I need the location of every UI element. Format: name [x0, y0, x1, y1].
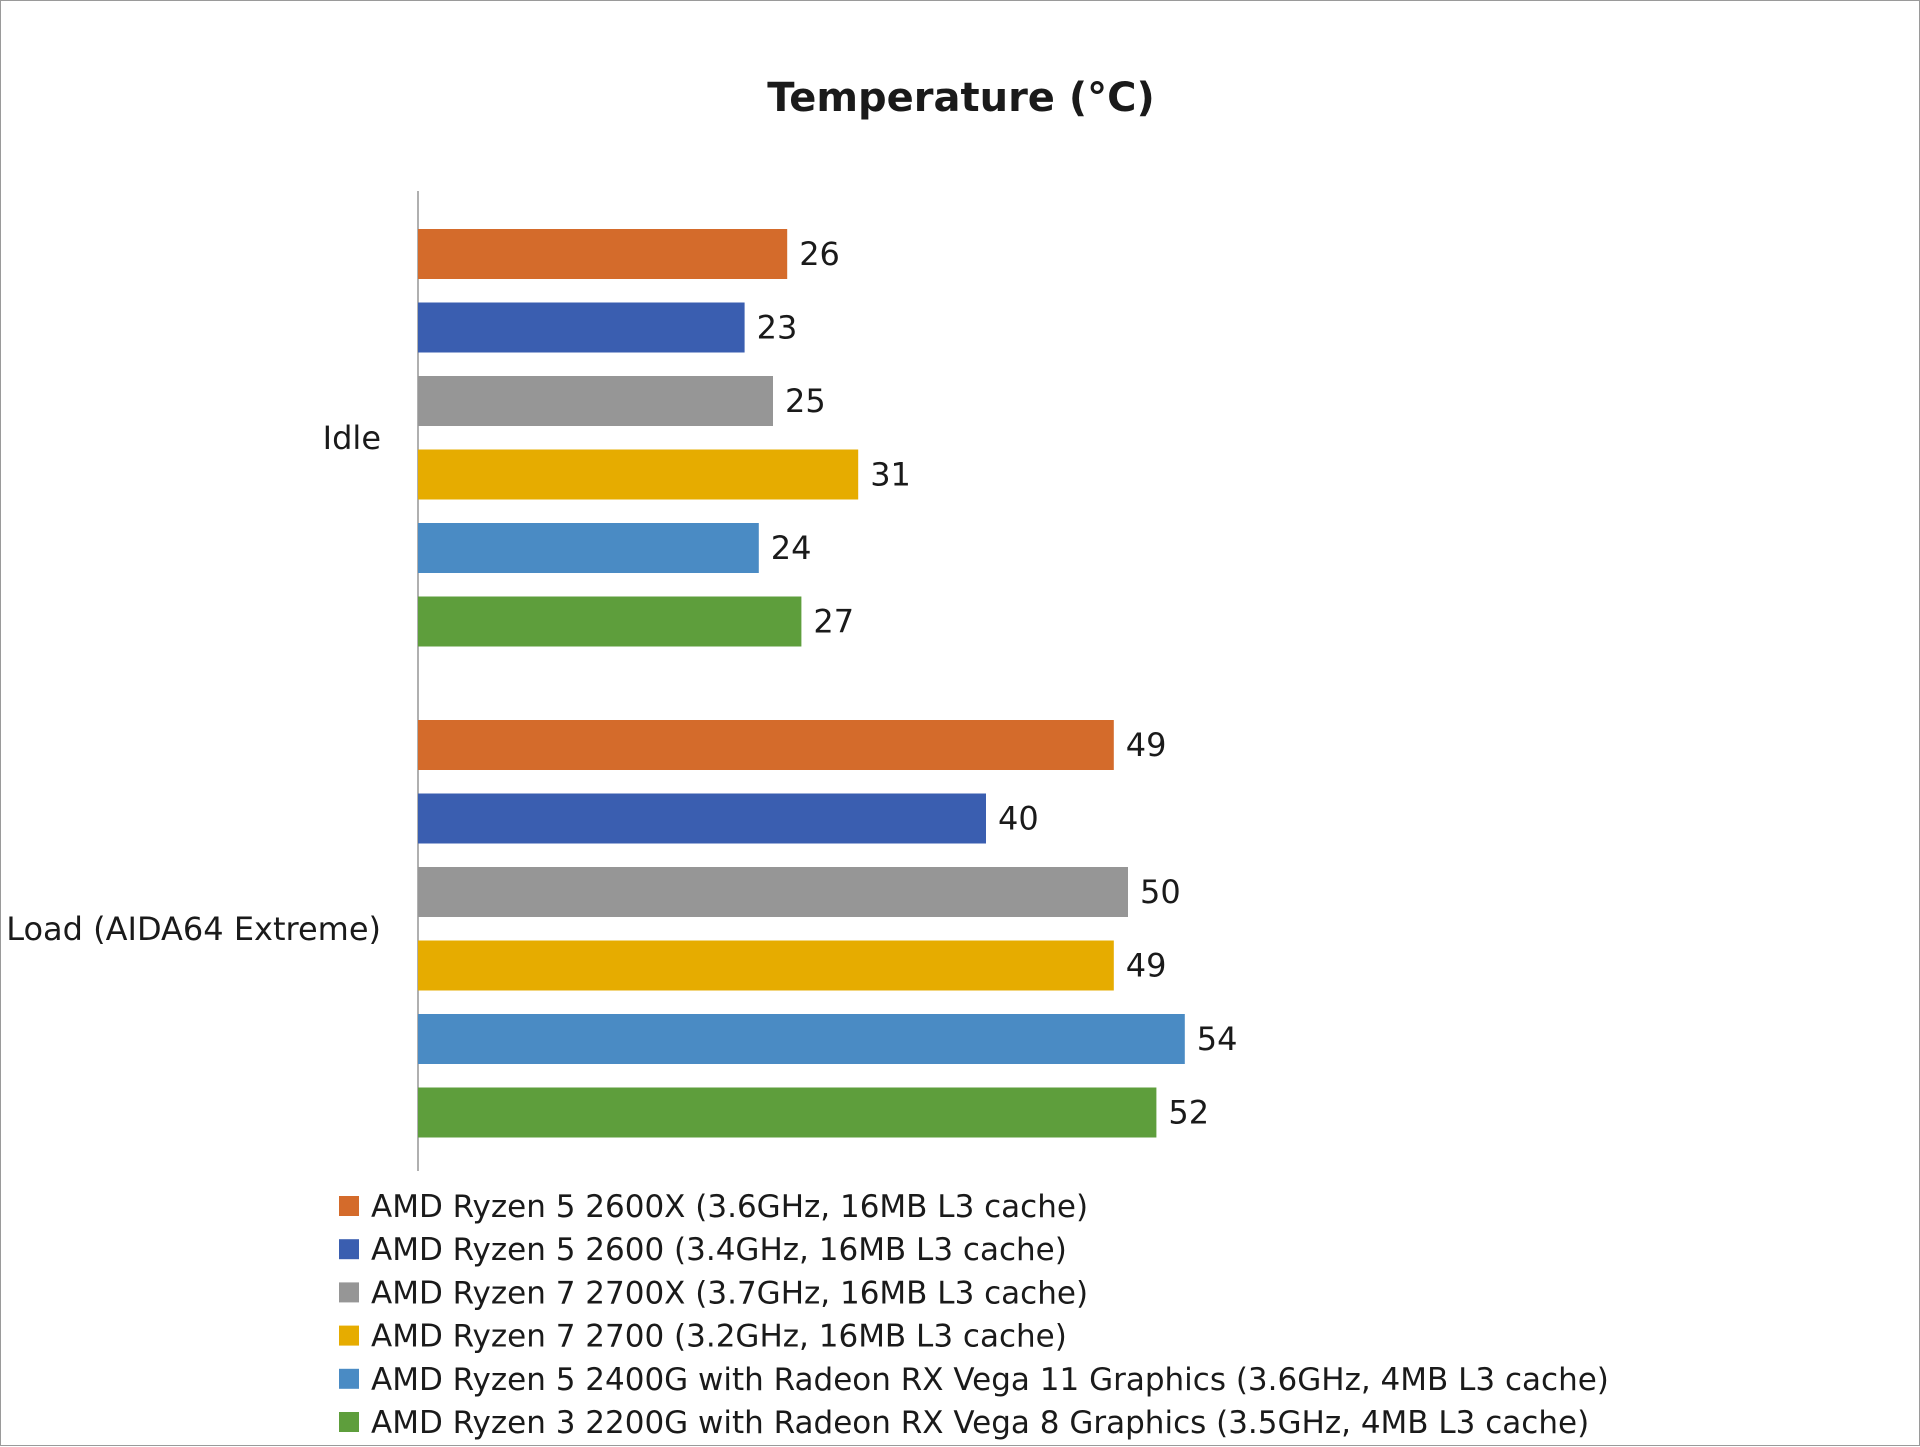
value-label-load-series-4: 49 [1126, 947, 1167, 985]
value-label-idle-series-4: 31 [870, 456, 911, 494]
legend-swatch-5 [339, 1368, 359, 1389]
legend-label-4: AMD Ryzen 7 2700 (3.2GHz, 16MB L3 cache) [371, 1319, 1067, 1355]
value-label-load-series-5: 54 [1197, 1020, 1238, 1058]
bar-load-series-3 [418, 867, 1128, 917]
value-label-idle-series-1: 26 [799, 235, 840, 273]
value-label-load-series-6: 52 [1168, 1094, 1209, 1132]
value-label-load-series-3: 50 [1140, 873, 1181, 911]
value-label-idle-series-6: 27 [813, 603, 854, 641]
legend-swatch-3 [339, 1282, 359, 1303]
legend-label-6: AMD Ryzen 3 2200G with Radeon RX Vega 8 … [371, 1405, 1589, 1441]
legend-label-1: AMD Ryzen 5 2600X (3.6GHz, 16MB L3 cache… [371, 1189, 1088, 1225]
legend-label-2: AMD Ryzen 5 2600 (3.4GHz, 16MB L3 cache) [371, 1232, 1067, 1268]
value-label-idle-series-5: 24 [771, 529, 812, 567]
legend-swatch-1 [339, 1196, 359, 1216]
bar-idle-series-2 [418, 302, 745, 353]
bar-idle-series-3 [418, 376, 773, 426]
bar-load-series-2 [418, 793, 986, 844]
legend: AMD Ryzen 5 2600X (3.6GHz, 16MB L3 cache… [339, 1189, 1609, 1441]
bar-idle-series-6 [418, 596, 802, 647]
chart-title: Temperature (°C) [767, 75, 1155, 121]
bar-idle-series-1 [418, 229, 788, 279]
bar-idle-series-5 [418, 523, 759, 573]
category-labels-group: Idle Load (AIDA64 Extreme) [6, 419, 381, 948]
category-label-load: Load (AIDA64 Extreme) [6, 910, 381, 948]
bar-load-series-4 [418, 940, 1114, 991]
bar-load-series-1 [418, 720, 1114, 770]
bars-group [418, 229, 1185, 1138]
value-label-idle-series-2: 23 [757, 309, 798, 347]
legend-label-3: AMD Ryzen 7 2700X (3.7GHz, 16MB L3 cache… [371, 1275, 1088, 1311]
legend-swatch-6 [339, 1412, 359, 1432]
value-label-load-series-1: 49 [1126, 726, 1167, 764]
bar-idle-series-4 [418, 449, 859, 500]
legend-swatch-4 [339, 1325, 359, 1346]
legend-label-5: AMD Ryzen 5 2400G with Radeon RX Vega 11… [371, 1362, 1609, 1398]
value-label-load-series-2: 40 [998, 800, 1039, 838]
value-label-idle-series-3: 25 [785, 382, 826, 420]
legend-swatch-2 [339, 1239, 359, 1260]
bar-load-series-5 [418, 1014, 1185, 1064]
bar-load-series-6 [418, 1087, 1157, 1138]
category-label-idle: Idle [323, 419, 381, 457]
